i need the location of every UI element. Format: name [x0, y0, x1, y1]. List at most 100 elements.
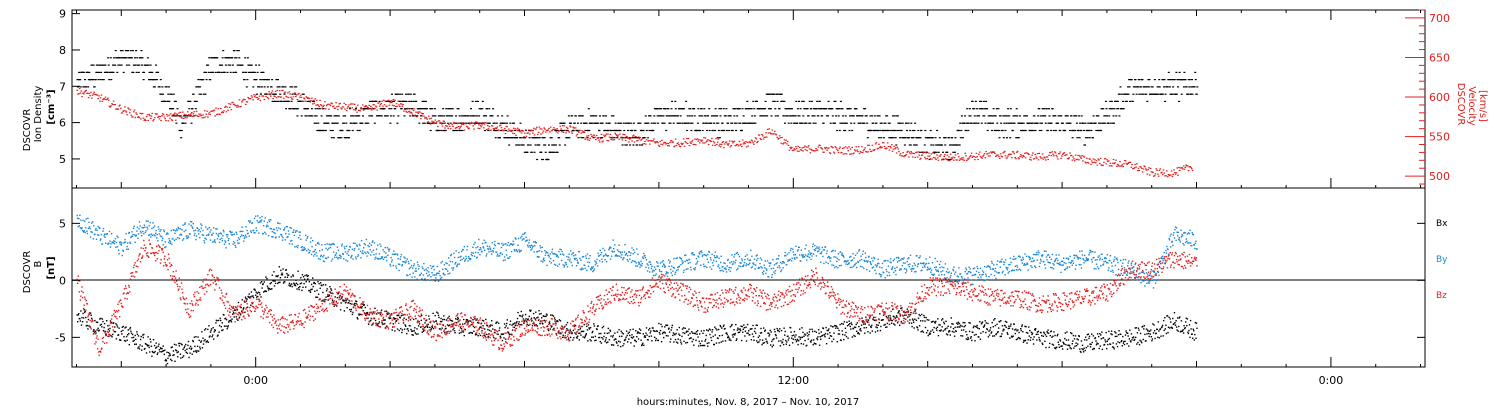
- velocity-point: [822, 149, 824, 150]
- bx-point: [189, 348, 190, 349]
- bx-point: [752, 325, 753, 326]
- velocity-point: [801, 150, 803, 151]
- bx-point: [825, 327, 826, 328]
- velocity-point: [463, 124, 465, 125]
- density-point: [188, 108, 190, 109]
- velocity-point: [564, 125, 566, 126]
- bx-point: [111, 336, 112, 337]
- velocity-point: [488, 128, 490, 129]
- density-point: [1054, 115, 1056, 116]
- velocity-point: [507, 131, 509, 132]
- velocity-point: [1005, 155, 1007, 156]
- density-point: [917, 130, 919, 131]
- bx-point: [293, 275, 294, 276]
- density-point: [1067, 115, 1069, 116]
- bx-point: [715, 328, 716, 329]
- density-point: [1120, 86, 1122, 87]
- bx-point: [577, 336, 578, 337]
- velocity-point: [740, 144, 742, 145]
- bx-point: [575, 334, 576, 335]
- bx-point: [317, 281, 318, 282]
- bx-point: [717, 338, 718, 339]
- velocity-point: [781, 143, 783, 144]
- bx-point: [120, 340, 121, 341]
- velocity-point: [384, 104, 386, 105]
- density-point: [224, 72, 226, 73]
- bx-point: [404, 329, 405, 330]
- velocity-point: [1112, 163, 1114, 164]
- bx-point: [203, 343, 204, 344]
- density-point: [800, 108, 802, 109]
- velocity-point: [711, 138, 713, 139]
- bx-point: [589, 328, 590, 329]
- bx-point: [600, 341, 601, 342]
- velocity-point: [448, 124, 450, 125]
- velocity-point: [315, 105, 317, 106]
- bx-point: [699, 341, 700, 342]
- density-point: [875, 123, 877, 124]
- velocity-point: [295, 96, 297, 97]
- density-point: [245, 72, 247, 73]
- velocity-point: [912, 156, 914, 157]
- bx-point: [283, 282, 284, 283]
- density-point: [557, 152, 559, 153]
- velocity-point: [657, 142, 659, 143]
- bx-point: [799, 336, 800, 337]
- velocity-point: [566, 127, 568, 128]
- bx-point: [664, 326, 665, 327]
- velocity-point: [737, 144, 739, 145]
- velocity-point: [415, 112, 417, 113]
- density-point: [1114, 108, 1116, 109]
- density-point: [172, 108, 174, 109]
- density-point: [222, 57, 224, 58]
- density-point: [709, 130, 711, 131]
- density-point: [894, 115, 896, 116]
- velocity-point: [190, 113, 192, 114]
- velocity-point: [134, 110, 136, 111]
- density-point: [189, 101, 191, 102]
- velocity-point: [567, 128, 569, 129]
- velocity-point: [1061, 155, 1063, 156]
- velocity-point: [1014, 153, 1016, 154]
- bx-point: [176, 350, 177, 351]
- velocity-point: [1041, 158, 1043, 159]
- bx-point: [599, 333, 600, 334]
- velocity-point: [911, 153, 913, 154]
- velocity-point: [707, 139, 709, 140]
- velocity-point: [684, 146, 686, 147]
- bx-point: [844, 321, 845, 322]
- density-point: [342, 130, 344, 131]
- velocity-point: [1088, 163, 1090, 164]
- density-point: [1048, 108, 1050, 109]
- bx-point: [786, 341, 787, 342]
- bx-point: [441, 321, 442, 322]
- bx-point: [195, 350, 196, 351]
- velocity-point: [545, 132, 547, 133]
- velocity-point: [185, 117, 187, 118]
- bx-point: [186, 349, 187, 350]
- density-point: [647, 123, 649, 124]
- velocity-point: [452, 124, 454, 125]
- velocity-point: [797, 151, 799, 152]
- velocity-point: [313, 100, 315, 101]
- velocity-point: [560, 128, 562, 129]
- velocity-point: [513, 128, 515, 129]
- density-point: [962, 137, 964, 138]
- density-axis-label: DSCOVR Ion Density [cm⁻³]: [22, 86, 57, 152]
- velocity-point: [979, 152, 981, 153]
- bx-point: [770, 344, 771, 345]
- bx-point: [271, 282, 272, 283]
- velocity-point: [119, 105, 121, 106]
- bx-point: [739, 332, 740, 333]
- bx-point: [394, 330, 395, 331]
- bx-point: [783, 344, 784, 345]
- bx-point: [659, 332, 660, 333]
- density-point: [285, 86, 287, 87]
- velocity-point: [260, 100, 262, 101]
- velocity-point: [347, 106, 349, 107]
- velocity-point: [853, 153, 855, 154]
- bx-point: [321, 285, 322, 286]
- bx-point: [535, 318, 536, 319]
- velocity-point: [99, 101, 101, 102]
- bx-point: [210, 332, 211, 333]
